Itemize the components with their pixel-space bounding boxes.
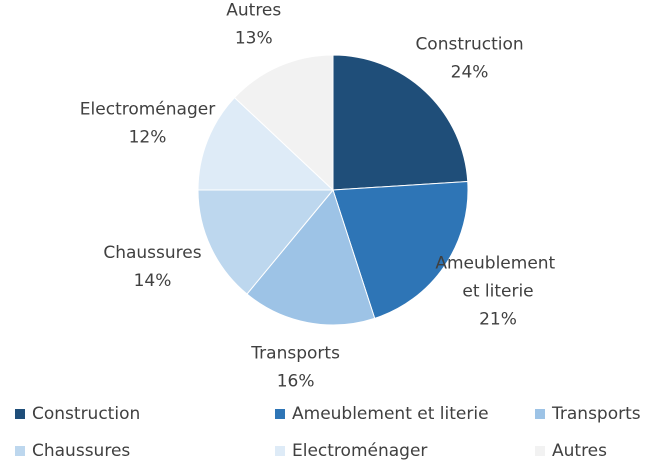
slice-label: Autres <box>226 0 281 20</box>
legend-swatch <box>535 446 545 456</box>
legend-label: Electroménager <box>292 441 427 461</box>
legend-swatch <box>15 409 25 419</box>
slice-label: Ameublement et literie <box>435 253 560 301</box>
legend-label: Ameublement et literie <box>292 404 489 424</box>
pie-slice <box>332 180 469 320</box>
legend-swatch <box>535 409 545 419</box>
slice-label: Transports <box>250 343 340 363</box>
pie-slice <box>197 96 335 191</box>
slice-value: 24% <box>451 62 489 82</box>
legend-label: Autres <box>552 441 607 461</box>
slice-label: Construction <box>415 34 523 54</box>
slice-label: Electroménager <box>80 100 215 120</box>
legend-swatch <box>275 446 285 456</box>
slice-value: 21% <box>479 309 517 329</box>
legend-swatch <box>275 409 285 419</box>
slice-value: 12% <box>129 128 167 148</box>
legend-label: Chaussures <box>32 441 130 461</box>
pie-slice <box>332 54 469 191</box>
pie-slice <box>246 188 376 326</box>
pie-slice <box>233 54 334 192</box>
slice-value: 13% <box>235 28 273 48</box>
legend-label: Construction <box>32 404 140 424</box>
slice-value: 16% <box>277 371 315 391</box>
pie-slice <box>197 189 335 295</box>
legend-label: Transports <box>551 404 641 424</box>
legend-swatch <box>15 446 25 456</box>
slice-label: Chaussures <box>103 243 201 263</box>
slice-value: 14% <box>134 271 172 291</box>
